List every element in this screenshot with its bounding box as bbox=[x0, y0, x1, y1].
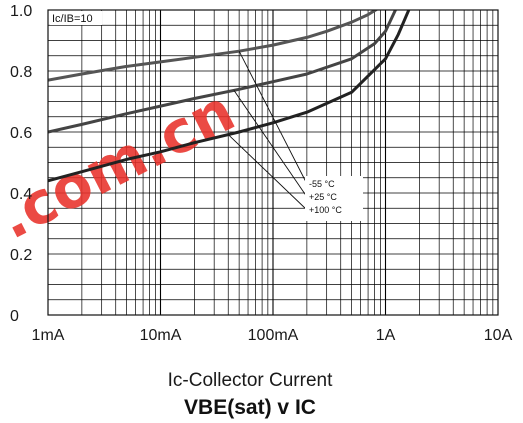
x-tick-labels: 1mA 10mA 100mA 1A 10A bbox=[32, 327, 513, 344]
chart-title-sep: v bbox=[272, 396, 295, 419]
legend: -55 °C +25 °C +100 °C bbox=[305, 176, 363, 221]
watermark-text: .com.cn bbox=[0, 76, 245, 252]
y-tick-label: 0.4 bbox=[10, 186, 32, 203]
y-tick-label: 0.8 bbox=[10, 64, 32, 81]
series-line-3 bbox=[48, 10, 411, 183]
legend-leader-line bbox=[227, 134, 308, 211]
grid-lines bbox=[48, 10, 498, 315]
watermark: .com.cn bbox=[0, 76, 245, 252]
legend-leader-lines bbox=[227, 50, 308, 211]
x-tick-label: 1mA bbox=[32, 327, 65, 344]
x-tick-label: 100mA bbox=[248, 327, 299, 344]
legend-entry-2: +25 °C bbox=[309, 192, 337, 202]
legend-leader-line bbox=[238, 50, 308, 185]
x-tick-label: 10mA bbox=[140, 327, 182, 344]
chart-title-tail: IC bbox=[295, 396, 316, 419]
legend-leader-line bbox=[233, 90, 308, 198]
series-line-1 bbox=[48, 10, 379, 82]
x-tick-label: 10A bbox=[484, 327, 513, 344]
series-line-2 bbox=[48, 10, 398, 134]
y-tick-label: 0.6 bbox=[10, 125, 32, 142]
y-tick-label: 0.2 bbox=[10, 247, 32, 264]
chart-title-main: VBE(sat) bbox=[184, 396, 272, 419]
condition-label: Ic/IB=10 bbox=[52, 13, 93, 25]
legend-box bbox=[305, 176, 363, 221]
chart-title: VBE(sat) v IC bbox=[184, 396, 316, 419]
y-tick-labels: 0 0.2 0.4 0.6 0.8 1.0 bbox=[10, 3, 32, 325]
y-tick-label: 0 bbox=[10, 308, 19, 325]
plot-frame bbox=[47, 9, 499, 316]
condition-label-bg bbox=[50, 11, 102, 25]
y-tick-label: 1.0 bbox=[10, 3, 32, 20]
series-lines bbox=[48, 10, 411, 183]
x-tick-label: 1A bbox=[376, 327, 396, 344]
legend-entry-3: +100 °C bbox=[309, 205, 342, 215]
legend-entry-1: -55 °C bbox=[309, 179, 335, 189]
x-axis-label: Ic-Collector Current bbox=[168, 370, 333, 391]
